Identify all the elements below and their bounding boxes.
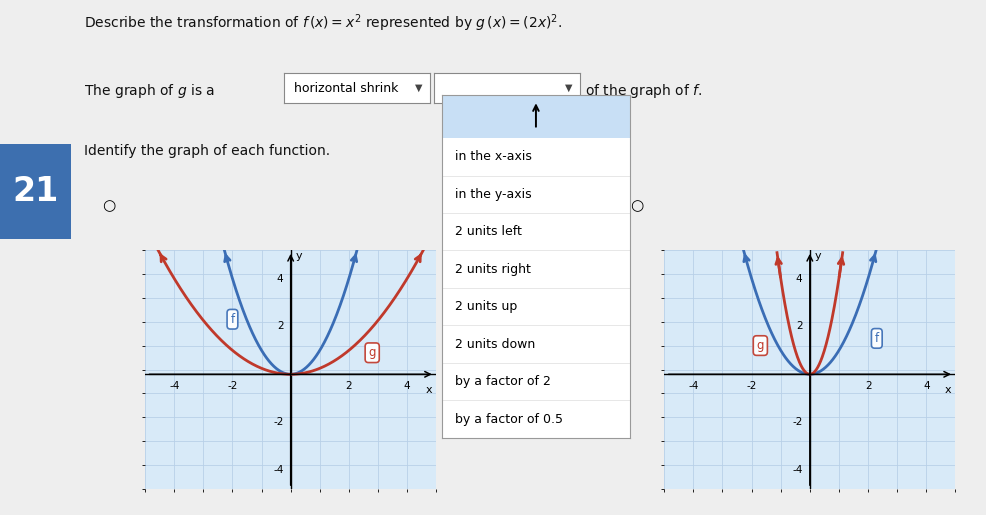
- Text: -4: -4: [273, 465, 283, 475]
- Text: 2: 2: [864, 382, 871, 391]
- Text: f: f: [874, 332, 878, 345]
- Text: in the x-axis: in the x-axis: [455, 150, 531, 163]
- Text: -4: -4: [792, 465, 802, 475]
- Text: -2: -2: [273, 417, 283, 427]
- Text: y: y: [814, 251, 821, 261]
- Text: ○: ○: [629, 198, 643, 214]
- Text: 4: 4: [922, 382, 929, 391]
- Text: g: g: [368, 346, 376, 359]
- Text: horizontal shrink: horizontal shrink: [294, 81, 398, 95]
- Text: x: x: [944, 385, 951, 395]
- Text: 2: 2: [795, 321, 802, 332]
- Text: 4: 4: [276, 273, 283, 284]
- Text: 2 units up: 2 units up: [455, 300, 517, 313]
- Text: 4: 4: [795, 273, 802, 284]
- Text: x: x: [425, 385, 432, 395]
- Text: -2: -2: [227, 382, 238, 391]
- Text: 2 units down: 2 units down: [455, 338, 535, 351]
- Text: -4: -4: [169, 382, 179, 391]
- Text: by a factor of 0.5: by a factor of 0.5: [455, 413, 563, 425]
- Text: 2 units right: 2 units right: [455, 263, 530, 276]
- Text: 2 units left: 2 units left: [455, 225, 522, 238]
- Text: 2: 2: [345, 382, 352, 391]
- Text: 21: 21: [13, 175, 58, 209]
- Text: 2: 2: [276, 321, 283, 332]
- Text: The graph of $g$ is a: The graph of $g$ is a: [84, 82, 215, 100]
- Text: in the y-axis: in the y-axis: [455, 188, 531, 201]
- Text: ○: ○: [102, 198, 115, 214]
- Bar: [442, 95, 629, 138]
- Text: -4: -4: [687, 382, 698, 391]
- Text: Identify the graph of each function.: Identify the graph of each function.: [84, 144, 329, 158]
- Text: by a factor of 2: by a factor of 2: [455, 375, 550, 388]
- Text: f: f: [230, 313, 235, 325]
- Text: -2: -2: [792, 417, 802, 427]
- Text: 4: 4: [403, 382, 410, 391]
- Text: g: g: [756, 339, 763, 352]
- Text: ▼: ▼: [414, 83, 422, 93]
- Text: y: y: [296, 251, 303, 261]
- Text: of the graph of $f$.: of the graph of $f$.: [585, 82, 702, 100]
- Text: ▼: ▼: [564, 83, 572, 93]
- Text: -2: -2: [745, 382, 756, 391]
- Text: Describe the transformation of $f\,(x) = x^2$ represented by $g\,(x) = (2x)^2$.: Describe the transformation of $f\,(x) =…: [84, 13, 562, 35]
